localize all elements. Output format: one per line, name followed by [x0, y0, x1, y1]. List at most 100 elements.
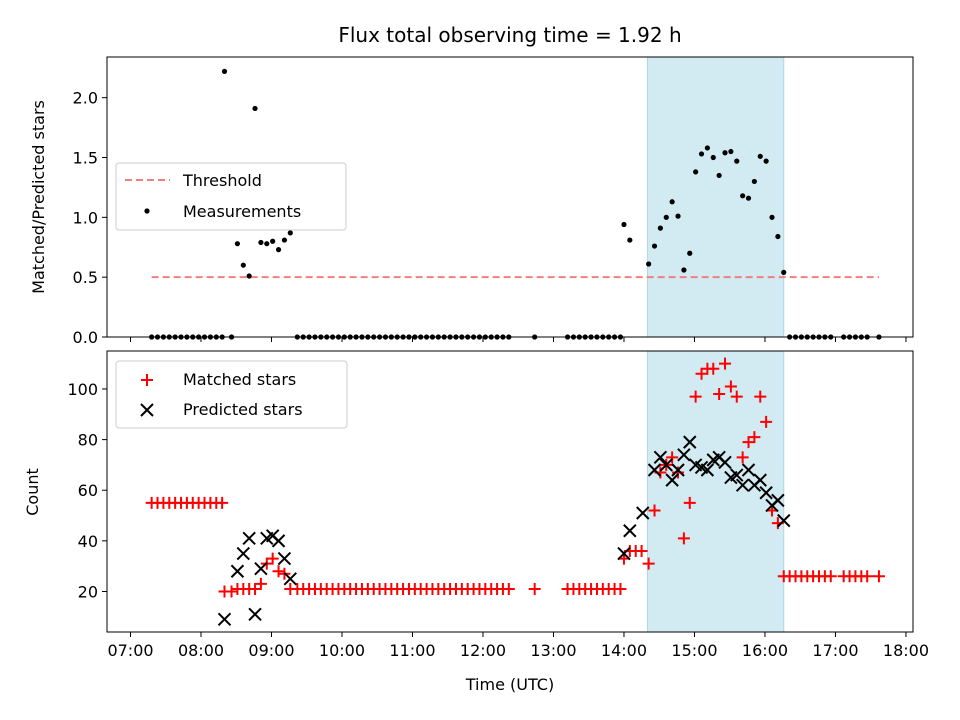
matched-star-marker — [249, 582, 262, 595]
top-shaded-span — [646, 56, 785, 338]
matched-star-marker — [713, 388, 726, 401]
matched-star-marker — [824, 570, 837, 583]
top-y-tick-label: 0.0 — [73, 328, 98, 347]
predicted-star-marker — [735, 478, 750, 492]
legend-matched-swatch — [141, 374, 153, 386]
measurement-point — [781, 269, 787, 275]
predicted-star-marker — [647, 463, 662, 477]
matched-star-marker — [502, 582, 515, 595]
measurement-point — [693, 169, 699, 175]
predicted-star-marker — [683, 435, 697, 449]
top-y-tick-label: 1.5 — [73, 149, 98, 168]
predicted-star-marker — [771, 493, 785, 508]
top-y-ticks: 0.0 0.5 1.0 1.5 2.0 — [73, 89, 107, 347]
measurement-point — [240, 262, 246, 268]
measurement-point — [275, 247, 282, 253]
measurement-point — [757, 153, 763, 159]
predicted-star-marker — [718, 455, 732, 470]
measurement-point — [264, 241, 270, 247]
matched-star-marker — [677, 532, 690, 545]
predicted-star-marker — [242, 531, 256, 546]
bottom-panel: 20 40 60 80 100 07:00 08:00 09:00 10:00 11:00 12:… — [23, 350, 929, 694]
predicted-star-marker — [730, 468, 744, 482]
measurement-point — [657, 225, 663, 231]
matched-star-marker — [689, 390, 702, 403]
bottom-plot-frame — [106, 350, 914, 633]
matched-star-marker — [861, 570, 874, 583]
predicted-star-marker — [271, 534, 286, 548]
predicted-star-marker — [677, 448, 691, 462]
matched-star-marker — [730, 390, 743, 403]
matched-star-marker — [614, 582, 627, 595]
measurement-point — [728, 148, 734, 155]
bottom-y-ticks: 20 40 60 80 100 — [67, 380, 107, 601]
top-y-axis-label: Matched/Predicted stars — [29, 100, 48, 294]
bottom-legend: Matched stars Predicted stars — [115, 360, 348, 429]
top-y-tick-label: 1.0 — [73, 208, 98, 227]
predicted-star-marker — [777, 513, 791, 528]
matched-star-marker — [666, 451, 679, 464]
measurement-point — [681, 267, 687, 273]
measurement-point — [710, 154, 716, 161]
predicted-star-marker — [217, 612, 232, 627]
matched-star-marker — [648, 504, 661, 517]
predicted-star-marker — [741, 463, 756, 477]
matched-star-marker — [695, 367, 708, 380]
predicted-star-marker — [277, 551, 292, 566]
chart-title: Flux total observing time = 1.92 h — [338, 23, 681, 47]
measurement-point — [698, 151, 705, 157]
bottom-y-axis-label: Count — [23, 468, 42, 516]
bottom-y-tick-label: 80 — [78, 431, 98, 450]
measurement-point — [716, 172, 722, 179]
legend-threshold-label: Threshold — [182, 171, 262, 190]
bottom-x-tick-label: 15:00 — [671, 641, 717, 660]
matched-star-marker — [760, 415, 773, 428]
predicted-star-marker — [248, 607, 262, 621]
predicted-star-marker — [617, 546, 631, 561]
legend-predicted-label: Predicted stars — [183, 400, 303, 419]
legend-predicted-swatch — [140, 403, 154, 417]
bottom-x-tick-label: 17:00 — [812, 641, 858, 660]
bottom-y-tick-label: 60 — [78, 481, 98, 500]
matched-stars-points — [145, 357, 885, 598]
measurement-point — [769, 214, 775, 220]
top-panel: 0.00.51.01.52.0 Matched/Predicted stars … — [29, 56, 914, 347]
matched-star-marker — [225, 585, 238, 598]
measurement-point — [734, 158, 740, 164]
bottom-x-axis-label: Time (UTC) — [465, 675, 554, 694]
measurement-point — [234, 241, 241, 247]
matched-star-marker — [683, 496, 696, 509]
measurement-point — [704, 145, 710, 151]
measurement-point — [663, 214, 669, 220]
measurement-point — [287, 230, 293, 236]
predicted-star-marker — [230, 564, 245, 578]
bottom-x-tick-label: 14:00 — [601, 641, 647, 660]
predicted-star-marker — [236, 546, 250, 561]
predicted-star-marker — [753, 473, 767, 487]
measurement-point — [775, 233, 781, 240]
matched-star-marker — [254, 577, 267, 590]
measurement-point — [751, 178, 757, 185]
measurement-point — [745, 195, 752, 201]
measurement-point — [722, 150, 728, 156]
measurement-point — [675, 213, 681, 219]
measurement-point — [687, 250, 693, 256]
predicted-star-marker — [659, 458, 673, 472]
measurement-point — [669, 199, 675, 205]
top-y-tick-label: 0.5 — [73, 268, 98, 287]
bottom-y-tick-label: 100 — [67, 380, 98, 399]
measurement-point — [258, 239, 264, 246]
bottom-x-tick-label: 09:00 — [248, 641, 294, 660]
bottom-x-tick-label: 08:00 — [178, 641, 224, 660]
predicted-star-marker — [700, 463, 715, 477]
legend-measurements-label: Measurements — [183, 202, 301, 221]
measurement-point — [740, 193, 746, 199]
bottom-x-tick-label: 18:00 — [883, 641, 929, 660]
matched-star-marker — [672, 466, 685, 479]
bottom-legend-box — [115, 360, 348, 429]
predicted-stars-points — [217, 435, 791, 627]
matched-star-marker — [635, 544, 648, 557]
predicted-star-marker — [623, 524, 637, 538]
measurement-point — [627, 237, 633, 243]
